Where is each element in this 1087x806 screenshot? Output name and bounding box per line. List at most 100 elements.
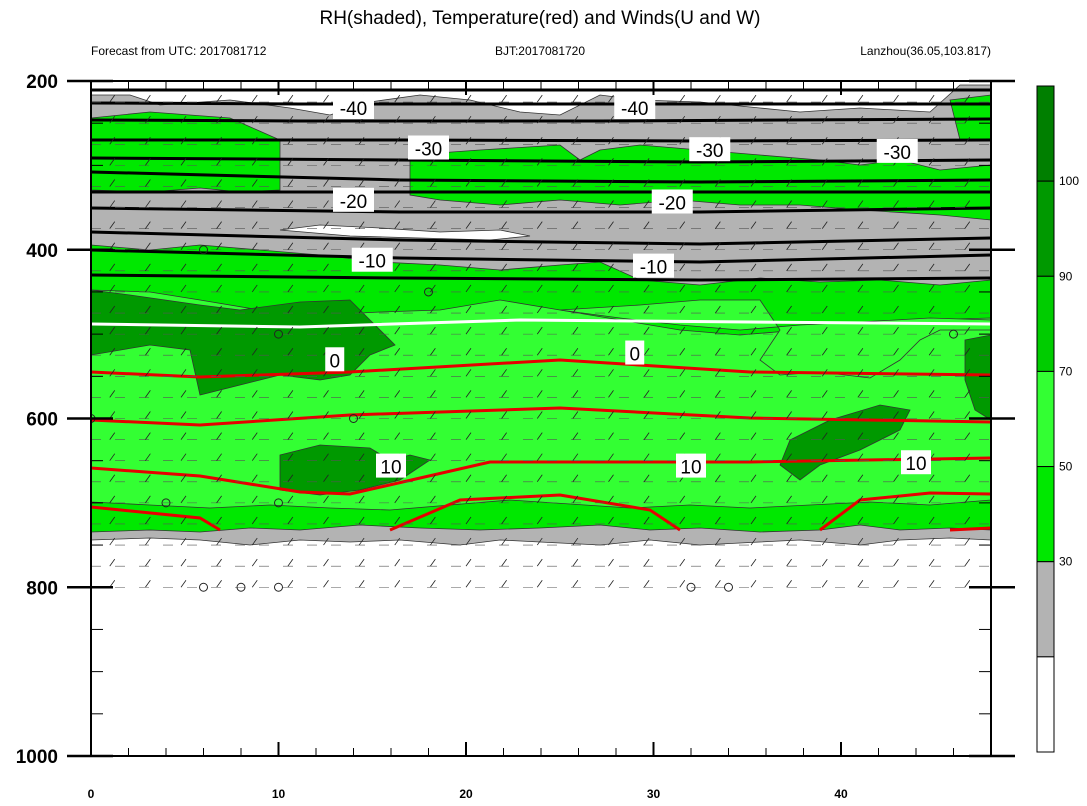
wind-barb — [928, 179, 935, 187]
wind-barb — [608, 326, 614, 335]
contour-label: 10 — [376, 453, 406, 479]
wind-barb — [287, 432, 294, 440]
wind-barb — [109, 158, 116, 166]
wind-barb — [750, 305, 757, 314]
x-tick-label: 30 — [647, 787, 661, 801]
wind-barb — [608, 94, 614, 103]
wind-barb — [608, 495, 614, 504]
contour-label-text: -10 — [359, 252, 386, 273]
wind-barb — [430, 200, 436, 208]
wind-barb — [216, 347, 222, 356]
rh-band-70-mid-patch — [559, 299, 991, 379]
wind-barb — [786, 390, 792, 398]
wind-barb — [180, 115, 187, 124]
wind-barb — [465, 158, 472, 166]
wind-barb — [928, 305, 935, 314]
wind-barb — [251, 158, 258, 166]
contour-label-text: -40 — [621, 99, 648, 120]
wind-barb — [287, 326, 294, 335]
wind-barb — [430, 516, 436, 525]
contour-black-6 — [91, 170, 991, 184]
wind-barb — [216, 158, 222, 166]
calm-wind-marker — [349, 414, 358, 423]
wind-barb — [536, 390, 543, 398]
wind-barb — [536, 432, 543, 440]
wind-barb — [109, 305, 116, 314]
wind-barb — [251, 200, 258, 208]
wind-barb — [821, 326, 828, 335]
wind-barb — [251, 242, 258, 250]
wind-barb — [857, 115, 864, 124]
wind-barb — [964, 263, 971, 272]
wind-barb — [750, 474, 757, 483]
wind-barb — [608, 137, 614, 145]
contour-label-box — [876, 138, 918, 163]
wind-barb — [786, 221, 792, 229]
wind-barb — [750, 242, 757, 250]
wind-barb — [715, 474, 721, 483]
wind-barb — [643, 284, 650, 293]
wind-barb — [928, 390, 935, 398]
wind-barb — [430, 221, 436, 229]
wind-barb — [109, 200, 116, 208]
wind-barb — [643, 158, 650, 166]
wind-barb — [964, 200, 971, 208]
wind-barb — [572, 221, 579, 229]
wind-barb — [608, 390, 614, 398]
wind-barb — [501, 369, 507, 377]
wind-barb — [251, 369, 258, 377]
wind-barb — [358, 474, 365, 483]
contour-label: -10 — [351, 247, 393, 273]
wind-barb — [964, 558, 971, 567]
wind-barb — [679, 516, 686, 525]
wind-barb — [786, 580, 792, 588]
wind-barb — [857, 474, 864, 483]
calm-wind-marker — [724, 582, 733, 592]
contour-label-text: -20 — [659, 194, 686, 215]
wind-barb — [572, 263, 579, 272]
wind-barb — [145, 263, 151, 272]
wind-barb — [394, 537, 401, 546]
wind-barb — [501, 347, 507, 356]
wind-barb — [928, 411, 935, 419]
wind-barb — [572, 369, 579, 377]
contour-label: 0 — [625, 340, 645, 366]
x-axis: 0 10 20 30 40 — [88, 81, 992, 801]
wind-barb — [465, 326, 472, 335]
colorbar-swatch — [1036, 180, 1055, 277]
wind-barb — [465, 179, 472, 187]
contour-label: 10 — [676, 453, 706, 479]
wind-barb — [251, 221, 258, 229]
wind-barb — [572, 305, 579, 314]
wind-barb — [394, 179, 401, 187]
temperature-contours — [91, 88, 991, 532]
wind-barb — [786, 305, 792, 314]
wind-barb — [679, 263, 686, 272]
wind-barb — [572, 284, 579, 293]
wind-barb — [786, 200, 792, 208]
wind-barb — [643, 347, 650, 356]
wind-barb — [964, 516, 971, 525]
wind-barb — [893, 347, 899, 356]
wind-barb — [857, 347, 864, 356]
wind-barb — [465, 263, 472, 272]
wind-barb — [501, 284, 507, 293]
wind-barb — [465, 369, 472, 377]
contour-label-text: 10 — [905, 454, 926, 475]
wind-barb — [323, 158, 329, 166]
wind-barb — [394, 369, 401, 377]
wind-barb — [501, 516, 507, 525]
wind-barb — [928, 115, 935, 124]
contour-label-box — [333, 187, 374, 212]
wind-barb — [786, 453, 792, 461]
wind-barb — [358, 453, 365, 461]
wind-barb — [536, 242, 543, 250]
wind-barb — [287, 390, 294, 398]
wind-barb — [536, 179, 543, 187]
calm-wind-marker — [686, 582, 696, 592]
contour-red-6 — [819, 491, 991, 532]
wind-barb — [786, 495, 792, 504]
wind-barb — [109, 495, 116, 504]
wind-barb — [430, 115, 436, 124]
wind-barb — [679, 369, 686, 377]
